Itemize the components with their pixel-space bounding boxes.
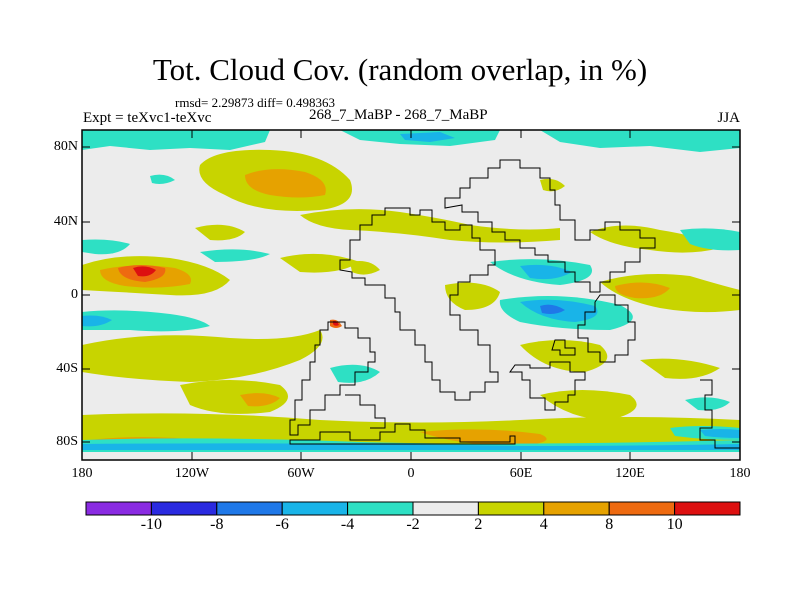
colorbar-tick-label: 10 xyxy=(666,516,683,533)
colorbar-tick-label: 2 xyxy=(474,516,483,533)
contour-orange xyxy=(240,393,280,407)
lon-tick-label: 60E xyxy=(509,466,533,481)
contour-orange xyxy=(245,169,326,198)
contour-yellow xyxy=(350,261,380,275)
contour-blue xyxy=(540,304,565,314)
colorbar-box xyxy=(608,501,676,516)
contour-yellow xyxy=(300,209,560,243)
colorbar-tick-label: 4 xyxy=(539,516,548,533)
contour-cyan xyxy=(400,132,455,142)
plot-title: Tot. Cloud Cov. (random overlap, in %) xyxy=(152,52,648,87)
lon-tick-label: 180 xyxy=(729,466,751,481)
contour-orange xyxy=(615,282,670,299)
contour-teal xyxy=(685,397,730,411)
contour-cyan xyxy=(82,315,112,327)
stats-line: rmsd= 2.29873 diff= 0.498363 xyxy=(175,95,335,110)
lat-tick-label: 80S xyxy=(56,434,78,449)
colorbar-box xyxy=(85,501,152,516)
colorbar-box xyxy=(150,501,218,516)
season-label: JJA xyxy=(717,110,740,126)
lon-tick-label: 0 xyxy=(407,466,415,481)
case-label: 268_7_MaBP - 268_7_MaBP xyxy=(309,107,488,123)
colorbar-box xyxy=(543,501,610,516)
lon-tick-label: 60W xyxy=(287,466,315,481)
contour-teal xyxy=(82,130,270,150)
contour-yellow xyxy=(540,390,637,420)
colorbar-tick-label: -4 xyxy=(340,516,355,533)
lon-tick-label: 180 xyxy=(71,466,93,481)
contour-cyan xyxy=(520,264,572,280)
colorbar-tick-label: -10 xyxy=(140,516,163,533)
coastlines xyxy=(289,159,740,449)
colorbar-tick-label: -2 xyxy=(406,516,420,533)
colorbar-box xyxy=(347,501,414,516)
colorbar-box xyxy=(216,501,283,516)
experiment-label: Expt = teXvc1-teXvc xyxy=(83,110,212,126)
contour-teal xyxy=(82,310,210,332)
contour-fields xyxy=(82,130,740,460)
contour-teal xyxy=(82,239,130,255)
tick-marks xyxy=(82,130,740,460)
lat-tick-label: 0 xyxy=(71,287,78,302)
colorbar-box xyxy=(281,501,349,516)
contour-red xyxy=(133,266,156,277)
contour-yellow xyxy=(82,330,323,382)
lat-tick-label: 80N xyxy=(53,139,78,154)
colorbar-box xyxy=(412,501,479,516)
colorbar-tick-label: -8 xyxy=(210,516,224,533)
contour-yellow xyxy=(640,358,720,379)
contour-cyan xyxy=(82,443,740,450)
contour-yellow xyxy=(445,282,500,310)
lon-tick-label: 120E xyxy=(615,466,645,481)
colorbar-box xyxy=(674,501,741,516)
contour-yellow xyxy=(520,340,608,372)
contour-teal xyxy=(200,249,270,262)
contour-yellow xyxy=(540,178,565,192)
lon-tick-label: 120W xyxy=(174,466,210,481)
contour-teal xyxy=(150,174,175,184)
colorbar-tick-label: -6 xyxy=(275,516,289,533)
contour-teal xyxy=(540,130,740,152)
lat-tick-label: 40N xyxy=(53,214,78,229)
lat-tick-label: 40S xyxy=(56,361,78,376)
contour-yellow xyxy=(195,224,245,241)
contour-cyan xyxy=(700,429,740,438)
colorbar-tick-label: 8 xyxy=(605,516,614,533)
contour-teal xyxy=(680,228,740,251)
colorbar-box xyxy=(477,501,545,516)
